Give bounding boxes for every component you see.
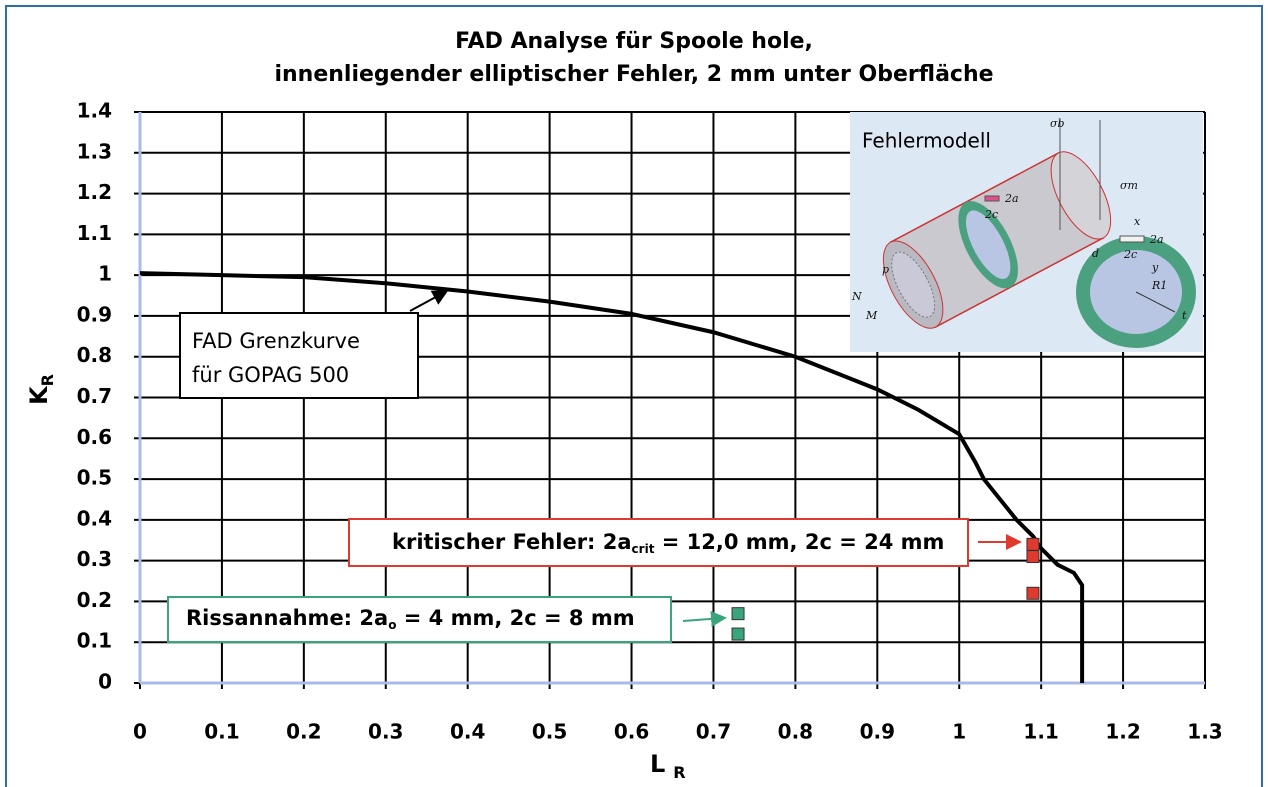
x-tick-label: 0 [133,720,147,744]
annotation-text: kritischer Fehler: 2a [392,530,632,554]
x-tick-label: 0.4 [450,720,485,744]
inset: Fehlermodell 2a 2c σb σm p N M x y d 2a … [850,112,1203,352]
annotation: kritischer Fehler: 2acrit = 12,0 mm, 2c … [392,530,944,556]
chart-title: FAD Analyse für Spoole hole, [455,29,813,54]
point [732,628,744,640]
x-axis-label-text: L [650,750,665,778]
annotation: Rissannahme: 2ao = 4 mm, 2c = 8 mm [186,606,635,632]
y-tick-label: 0.7 [77,384,112,408]
point [1027,538,1039,550]
inset-label: 2a [1004,192,1019,205]
y-tick-label: 0.6 [77,425,112,449]
annotation-text: Rissannahme: 2a [186,606,388,630]
point [732,608,744,620]
inset-label: t [1182,309,1187,322]
annotation: für GOPAG 500 [192,363,349,387]
y-axis-label: KR [25,374,57,405]
annotation-text: = 12,0 mm, 2c = 24 mm [654,530,944,554]
chart-title: innenliegender elliptischer Fehler, 2 mm… [274,62,993,87]
x-tick-label: 1.3 [1187,720,1222,744]
y-tick-label: 1.2 [77,180,112,204]
y-tick-label: 1.1 [77,221,112,245]
x-tick-label: 0.5 [532,720,567,744]
inset-label: y [1151,261,1159,274]
arrow [410,292,445,311]
inset-label: N [851,290,862,303]
y-axis-label-text: K [25,385,53,405]
x-tick-label: 0.1 [204,720,239,744]
x-tick-label: 1.1 [1023,720,1058,744]
annotation: FAD Grenzkurve [192,329,360,353]
inset-label: 2c [1123,248,1137,261]
inset-label: 2a [1149,233,1164,246]
x-axis-label-subscript: R [673,763,685,782]
y-tick-label: 0.4 [77,506,112,530]
chart: FAD Analyse für Spoole hole, innenliegen… [0,0,1268,787]
y-tick-label: 1 [98,262,112,286]
x-tick-label: 0.9 [860,720,895,744]
annotation-subscript: o [388,618,396,632]
inset-label: d [1092,247,1099,260]
x-tick-label: 1.2 [1105,720,1140,744]
arrow [683,618,723,621]
inset-label: σb [1050,117,1065,130]
y-tick-label: 1.4 [77,99,112,123]
y-axis-label-subscript: R [38,374,57,386]
annotation-subscript: crit [632,542,655,556]
point [1027,551,1039,563]
inset-title: Fehlermodell [862,129,991,153]
y-tick-label: 0.9 [77,302,112,326]
y-tick-label: 0 [98,670,112,694]
inset-label: p [882,263,889,276]
y-tick-label: 0.3 [77,547,112,571]
inset-label: 2c [984,208,998,221]
inset-label: M [865,309,878,322]
x-tick-label: 0.8 [778,720,813,744]
y-tick-label: 0.2 [77,588,112,612]
y-tick-label: 0.8 [77,343,112,367]
x-tick-label: 0.7 [696,720,731,744]
inset-label: x [1134,215,1141,228]
point [1027,587,1039,599]
y-tick-label: 1.3 [77,139,112,163]
x-tick-label: 1 [952,720,966,744]
x-tick-label: 0.2 [286,720,321,744]
x-tick-label: 0.6 [614,720,649,744]
inset-label: R1 [1151,279,1167,292]
y-tick-label: 0.1 [77,629,112,653]
x-tick-label: 0.3 [368,720,403,744]
y-tick-label: 0.5 [77,466,112,490]
annotation-text: = 4 mm, 2c = 8 mm [396,606,634,630]
inset-label: σm [1120,179,1138,192]
